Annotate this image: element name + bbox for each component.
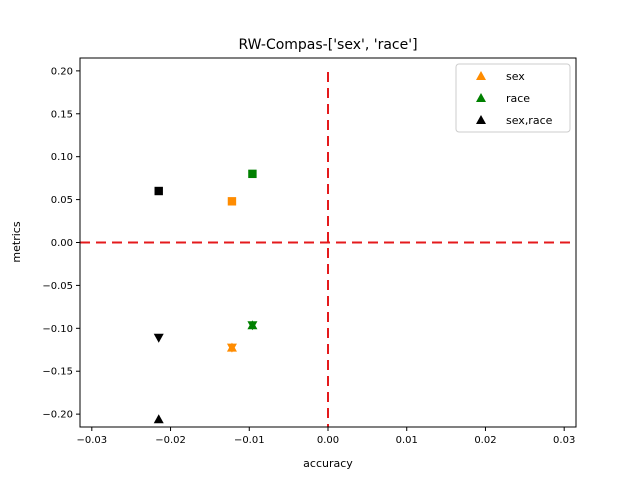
y-axis-label: metrics [10, 221, 23, 262]
x-tick-label: −0.01 [234, 435, 265, 446]
legend-marker [476, 93, 486, 102]
x-tick-label: 0.03 [553, 435, 575, 446]
x-tick-label: 0.02 [474, 435, 496, 446]
reference-lines [80, 72, 576, 427]
x-tick-label: 0.01 [396, 435, 418, 446]
legend-label: sex [506, 70, 525, 83]
y-tick-label: 0.05 [51, 195, 73, 206]
y-tick-label: −0.15 [42, 367, 73, 378]
y-tick-label: −0.05 [42, 281, 73, 292]
data-point-square [154, 186, 163, 196]
data-points [153, 169, 258, 424]
x-axis-label: accuracy [303, 457, 353, 470]
legend-marker [476, 71, 486, 80]
y-tick-label: 0.00 [51, 238, 73, 249]
y-tick-label: −0.10 [42, 324, 73, 335]
data-point-triangle-down [247, 321, 258, 331]
chart-title: RW-Compas-['sex', 'race'] [238, 37, 417, 53]
y-tick-label: 0.10 [51, 152, 73, 163]
data-point-square [248, 169, 257, 179]
x-tick-label: −0.02 [155, 435, 186, 446]
y-axis-ticks: −0.20 −0.15 −0.10 −0.05 0.00 0.05 0.10 0.15 0.20 [42, 66, 80, 421]
legend-box [455, 63, 571, 133]
data-point-triangle-down [226, 343, 237, 353]
legend: sex race sex,race [455, 63, 571, 133]
y-tick-label: −0.20 [42, 410, 73, 421]
y-tick-label: 0.15 [51, 109, 73, 120]
data-point-triangle-down [153, 333, 164, 343]
data-point-triangle-up [153, 414, 164, 424]
legend-label: sex,race [506, 114, 553, 127]
y-tick-label: 0.20 [51, 66, 73, 77]
legend-label: race [506, 92, 530, 105]
x-axis-ticks: −0.03 −0.02 −0.01 0.00 0.01 0.02 0.03 [76, 427, 575, 446]
legend-marker [476, 115, 486, 124]
x-tick-label: −0.03 [76, 435, 107, 446]
data-point-square [227, 197, 237, 206]
x-tick-label: 0.00 [317, 435, 339, 446]
